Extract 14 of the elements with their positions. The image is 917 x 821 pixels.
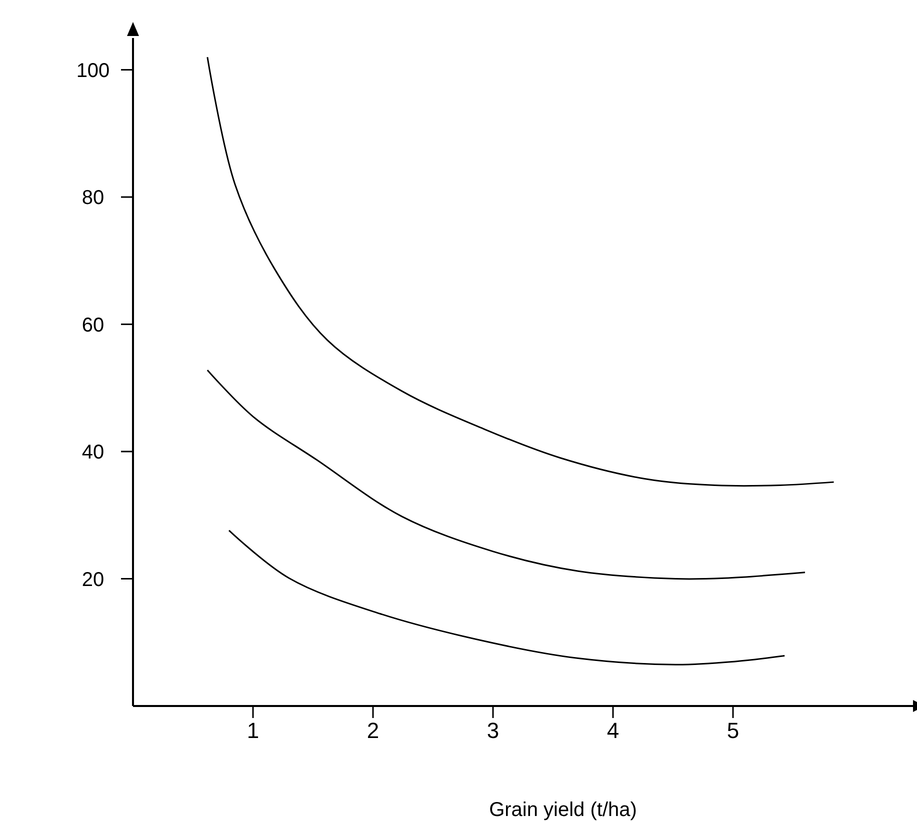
x-tick-label: 1 [246,718,260,743]
x-tick-label: 3 [486,718,500,743]
line-series [206,56,835,487]
y-tick-label: 40 [82,442,104,464]
x-tick-label: 5 [726,718,740,743]
y-tick-label: 20 [82,568,104,591]
line-series [228,530,786,666]
x-axis-title: Grain yield (t/ha) [489,799,637,821]
y-tick-label: 100 [76,60,110,82]
x-tick-label: 4 [606,718,620,743]
y-tick-label: 80 [82,187,104,210]
y-tick-label: 60 [82,314,104,336]
line-series [206,369,806,580]
x-tick-label: 2 [366,718,380,743]
